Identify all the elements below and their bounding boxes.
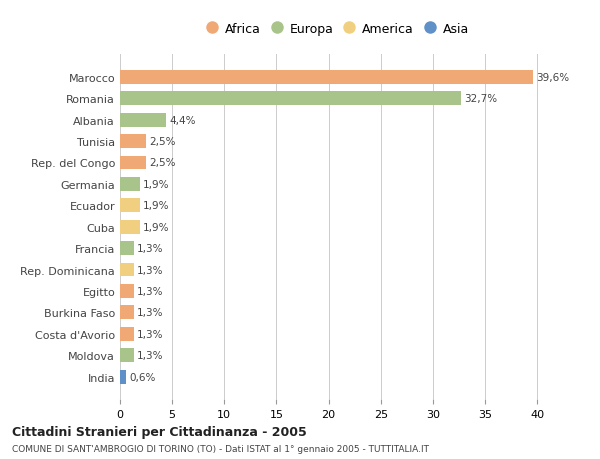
Text: 1,3%: 1,3% — [137, 308, 163, 318]
Bar — [120, 327, 134, 341]
Bar — [120, 306, 134, 319]
Text: 32,7%: 32,7% — [464, 94, 497, 104]
Text: 2,5%: 2,5% — [149, 137, 176, 147]
Text: 1,3%: 1,3% — [137, 265, 163, 275]
Text: COMUNE DI SANT'AMBROGIO DI TORINO (TO) - Dati ISTAT al 1° gennaio 2005 - TUTTITA: COMUNE DI SANT'AMBROGIO DI TORINO (TO) -… — [12, 444, 429, 453]
Bar — [120, 348, 134, 362]
Text: 4,4%: 4,4% — [169, 115, 196, 125]
Bar — [120, 156, 146, 170]
Bar — [120, 178, 140, 191]
Text: 1,9%: 1,9% — [143, 222, 169, 232]
Bar — [120, 220, 140, 234]
Text: 1,3%: 1,3% — [137, 329, 163, 339]
Text: 1,3%: 1,3% — [137, 350, 163, 360]
Bar — [120, 241, 134, 256]
Text: 39,6%: 39,6% — [536, 73, 569, 83]
Bar — [120, 263, 134, 277]
Bar — [120, 370, 126, 384]
Text: 1,3%: 1,3% — [137, 244, 163, 253]
Text: 1,9%: 1,9% — [143, 179, 169, 190]
Legend: Africa, Europa, America, Asia: Africa, Europa, America, Asia — [203, 17, 475, 42]
Text: Cittadini Stranieri per Cittadinanza - 2005: Cittadini Stranieri per Cittadinanza - 2… — [12, 425, 307, 438]
Bar — [120, 284, 134, 298]
Bar — [120, 113, 166, 127]
Bar — [120, 135, 146, 149]
Bar — [120, 92, 461, 106]
Text: 1,3%: 1,3% — [137, 286, 163, 296]
Text: 0,6%: 0,6% — [130, 372, 156, 382]
Bar — [120, 199, 140, 213]
Text: 2,5%: 2,5% — [149, 158, 176, 168]
Bar — [120, 71, 533, 84]
Text: 1,9%: 1,9% — [143, 201, 169, 211]
